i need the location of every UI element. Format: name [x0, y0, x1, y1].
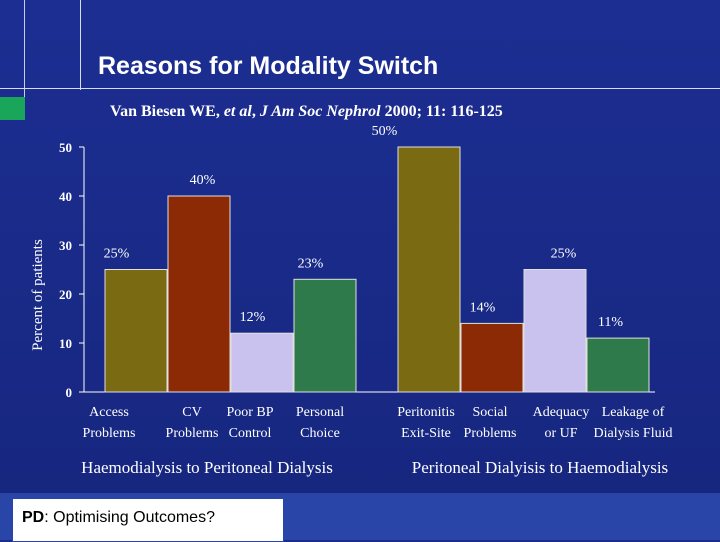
bar: [104, 269, 168, 393]
data-label: 25%: [551, 247, 577, 262]
y-axis-title: Percent of patients: [30, 239, 46, 351]
data-label: 12%: [240, 310, 266, 325]
y-tick-label: 50: [59, 140, 72, 155]
data-label: 40%: [190, 173, 216, 188]
category-label-line2: or UF: [544, 426, 577, 441]
category-label-line2: Problems: [83, 426, 136, 441]
bar: [586, 337, 650, 393]
footer-text: PD: Optimising Outcomes?: [22, 509, 215, 527]
category-label-line2: Dialysis Fluid: [594, 426, 673, 441]
category-label-line1: Adequacy: [533, 405, 590, 420]
category-label-line1: Personal: [296, 405, 344, 420]
category-label-line2: Choice: [300, 426, 340, 441]
category-label-line2: Control: [229, 426, 272, 441]
footer-prefix: PD: [22, 509, 45, 526]
citation-sep: ,: [251, 103, 260, 120]
y-tick-label: 0: [66, 385, 73, 400]
group-title: Peritoneal Dialyisis to Haemodialysis: [412, 458, 668, 477]
y-tick-label: 20: [59, 287, 72, 302]
bar: [397, 146, 461, 393]
category-label-line1: Peritonitis: [397, 405, 455, 420]
data-label: 14%: [470, 300, 496, 315]
y-tick-label: 30: [59, 238, 72, 253]
group-title: Haemodialysis to Peritoneal Dialysis: [81, 458, 333, 477]
citation-rest: 2000; 11: 116-125: [380, 103, 503, 120]
category-label-line2: Problems: [464, 426, 517, 441]
decor-green-square: [0, 97, 25, 120]
y-tick-label: 40: [59, 189, 72, 204]
data-label: 23%: [298, 256, 324, 271]
category-label-line1: Social: [473, 405, 508, 420]
bar: [167, 195, 231, 393]
category-label-line1: Leakage of: [602, 405, 665, 420]
bar: [230, 332, 294, 393]
citation-journal: J Am Soc Nephrol: [259, 103, 381, 120]
bar: [460, 322, 524, 393]
category-label-line1: CV: [182, 405, 201, 420]
data-label: 11%: [598, 315, 623, 330]
decor-vertical-line: [80, 0, 81, 90]
citation-authors: Van Biesen WE,: [110, 103, 224, 120]
bar: [293, 278, 357, 393]
category-label-line2: Exit-Site: [401, 426, 451, 441]
slide-citation: Van Biesen WE, et al, J Am Soc Nephrol 2…: [110, 103, 503, 121]
data-label: 50%: [372, 124, 398, 139]
footer-caption: : Optimising Outcomes?: [44, 509, 215, 526]
decor-horizontal-line: [0, 88, 720, 89]
y-tick-label: 10: [59, 336, 72, 351]
data-label: 25%: [104, 247, 130, 262]
category-label-line1: Poor BP: [226, 405, 273, 420]
bar: [523, 269, 587, 393]
category-label-line1: Access: [89, 405, 129, 420]
slide-title: Reasons for Modality Switch: [98, 52, 439, 80]
citation-etal: et al: [223, 103, 252, 120]
decor-vertical-line-left: [24, 0, 25, 120]
category-label-line2: Problems: [166, 426, 219, 441]
